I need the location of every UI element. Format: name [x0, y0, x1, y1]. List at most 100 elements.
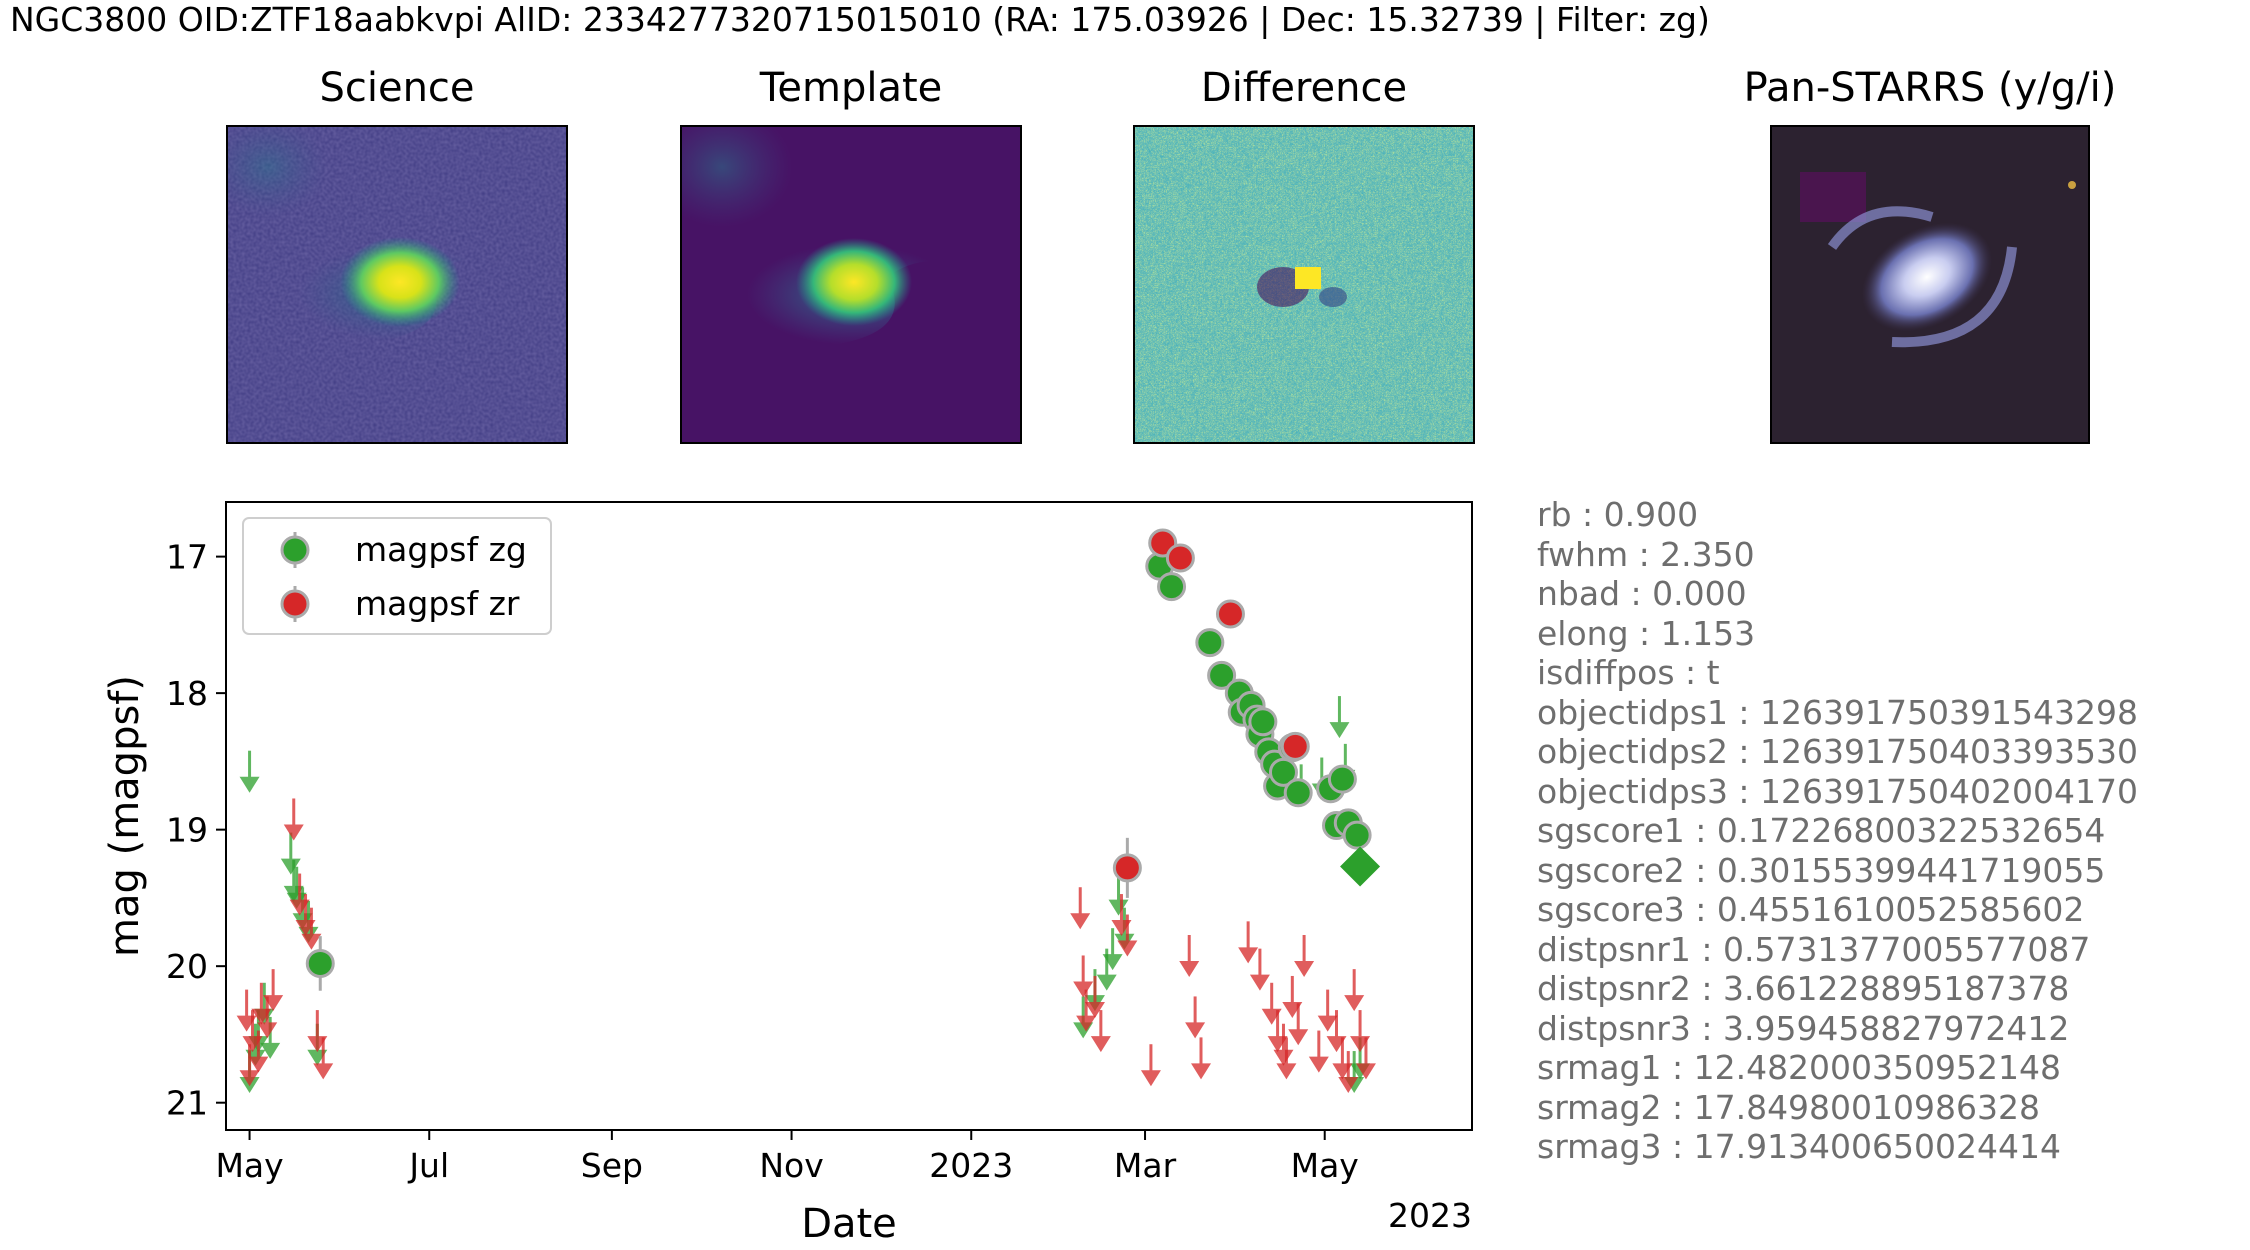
y-tick-label-19: 19 [166, 811, 208, 850]
zr-upper-limit-16 [1084, 975, 1105, 1018]
zr-detection-2-marker [1165, 543, 1195, 573]
zr-upper-limit-14 [1073, 955, 1094, 998]
zr-upper-limit-24-head [1238, 947, 1259, 964]
zr-detection-3-marker [1215, 599, 1245, 629]
zr-detection-0-marker [1112, 853, 1142, 883]
difference-stamp-title: Difference [1200, 65, 1408, 111]
meta-sgscore3: sgscore3 : 0.4551610052585602 [1537, 890, 2085, 929]
zr-upper-limit-5-head [257, 1022, 278, 1039]
zg-detection-4 [1207, 660, 1237, 690]
zr-upper-limit-19 [1117, 914, 1138, 957]
zg-upper-limit-6-head [280, 858, 301, 875]
zr-upper-limit-17 [1090, 1010, 1111, 1053]
difference-stamp-image [1133, 125, 1475, 444]
zr-upper-limit-22-head [1185, 1022, 1206, 1039]
meta-rb: rb : 0.900 [1537, 495, 1699, 534]
zr-upper-limit-1-head [239, 1070, 260, 1087]
zr-upper-limit-19-head [1117, 940, 1138, 957]
zg-detection-18 [1327, 764, 1357, 794]
meta-fwhm: fwhm : 2.350 [1537, 534, 1755, 574]
x-tick-label-6: May [1291, 1146, 1359, 1185]
zr-detection-0 [1112, 837, 1142, 898]
zg-upper-limit-15-head [1102, 954, 1123, 971]
zr-upper-limit-29 [1276, 1037, 1297, 1080]
zr-upper-limit-1 [239, 1044, 260, 1087]
meta-distpsnr2: distpsnr2 : 3.661228895187378 [1537, 969, 2070, 1008]
meta-objectidps1: objectidps1 : 126391750391543298 [1537, 692, 2138, 732]
zr-upper-limit-29-head [1276, 1063, 1297, 1080]
zg-detection-2 [1157, 572, 1187, 602]
zr-upper-limit-11-head [313, 1063, 334, 1080]
zg-upper-limit-6 [280, 832, 301, 875]
y-axis-label: mag (magpsf) [102, 675, 148, 957]
zr-upper-limit-21 [1179, 935, 1200, 977]
zg-upper-limit-14-head [1096, 974, 1117, 991]
zr-detection-2 [1165, 543, 1195, 573]
x-tick-label-1: Jul [407, 1146, 449, 1185]
zg-detection-0 [305, 936, 335, 991]
zg-detection-10 [1248, 707, 1278, 737]
zr-upper-limit-33 [1308, 1030, 1329, 1073]
zr-upper-limit-12 [301, 907, 322, 950]
x-offset-label: 2023 [1388, 1196, 1472, 1235]
science-stamp-image [226, 125, 568, 444]
zr-upper-limit-34 [1317, 989, 1338, 1032]
x-tick-label-2: Sep [581, 1146, 643, 1185]
science-stamp-title: Science [319, 65, 475, 111]
zg-upper-limit-5-head [260, 1042, 281, 1059]
zr-upper-limit-6-head [263, 995, 284, 1012]
y-tick-label-21: 21 [166, 1084, 208, 1123]
zr-upper-limit-40 [1355, 1037, 1376, 1080]
zr-detection-4-marker [1280, 731, 1310, 761]
legend-zr-marker [280, 589, 310, 619]
zr-upper-limit-37-head [1338, 1077, 1359, 1094]
zg-detection-3-marker [1195, 628, 1225, 658]
zr-upper-limit-14-head [1073, 981, 1094, 998]
meta-elong: elong : 1.153 [1537, 613, 1756, 653]
panstarrs-stamp-image [1770, 125, 2090, 444]
plot-frame [225, 501, 1473, 1131]
y-tick-label-18: 18 [166, 674, 208, 713]
zg-upper-limit-16-head [1108, 899, 1129, 916]
zg-detection-16 [1283, 778, 1313, 808]
zr-upper-limit-32-head [1294, 961, 1315, 977]
y-tick-label-20: 20 [166, 947, 208, 986]
zg-detection-4-marker [1207, 660, 1237, 690]
zg-detection-0-marker [305, 948, 335, 978]
meta-distpsnr3: distpsnr3 : 3.959458827972412 [1537, 1008, 2070, 1048]
zr-upper-limit-32 [1294, 935, 1315, 977]
zg-detection-14-marker [1268, 757, 1298, 787]
meta-isdiffpos: isdiffpos : t [1537, 653, 1720, 692]
zr-upper-limit-20 [1140, 1044, 1161, 1087]
legend-zg-marker [280, 535, 310, 565]
legend-box [242, 517, 552, 635]
x-tick-label-3: Nov [759, 1146, 823, 1185]
template-stamp-image [680, 125, 1022, 444]
x-axis-label: Date [801, 1201, 897, 1247]
zr-upper-limit-22 [1185, 996, 1206, 1039]
zr-upper-limit-25 [1249, 948, 1270, 991]
zg-upper-limit-20-head [1329, 722, 1350, 739]
zr-upper-limit-37 [1338, 1051, 1359, 1094]
zr-upper-limit-21-head [1179, 961, 1200, 977]
zr-upper-limit-16-head [1084, 1001, 1105, 1018]
zr-upper-limit-25-head [1249, 974, 1270, 991]
zg-upper-limit-20 [1329, 696, 1350, 739]
zr-detection-3 [1215, 599, 1245, 629]
meta-srmag2: srmag2 : 17.84980010986328 [1537, 1087, 2041, 1127]
zr-upper-limit-24 [1238, 921, 1259, 964]
legend-zr-label: magpsf zr [355, 584, 520, 623]
zr-upper-limit-38 [1344, 969, 1365, 1012]
zr-upper-limit-3-head [248, 1056, 269, 1073]
zr-upper-limit-28 [1273, 1023, 1294, 1066]
zg-detection-21-marker [1342, 820, 1372, 850]
zr-upper-limit-15 [1076, 989, 1097, 1032]
panstarrs-stamp-title: Pan-STARRS (y/g/i) [1743, 65, 2117, 111]
zg-upper-limit-0 [239, 750, 260, 793]
zg-detection-3 [1195, 628, 1225, 658]
zg-upper-limit-0-head [239, 776, 260, 793]
meta-objectidps2: objectidps2 : 126391750403393530 [1537, 732, 2138, 771]
